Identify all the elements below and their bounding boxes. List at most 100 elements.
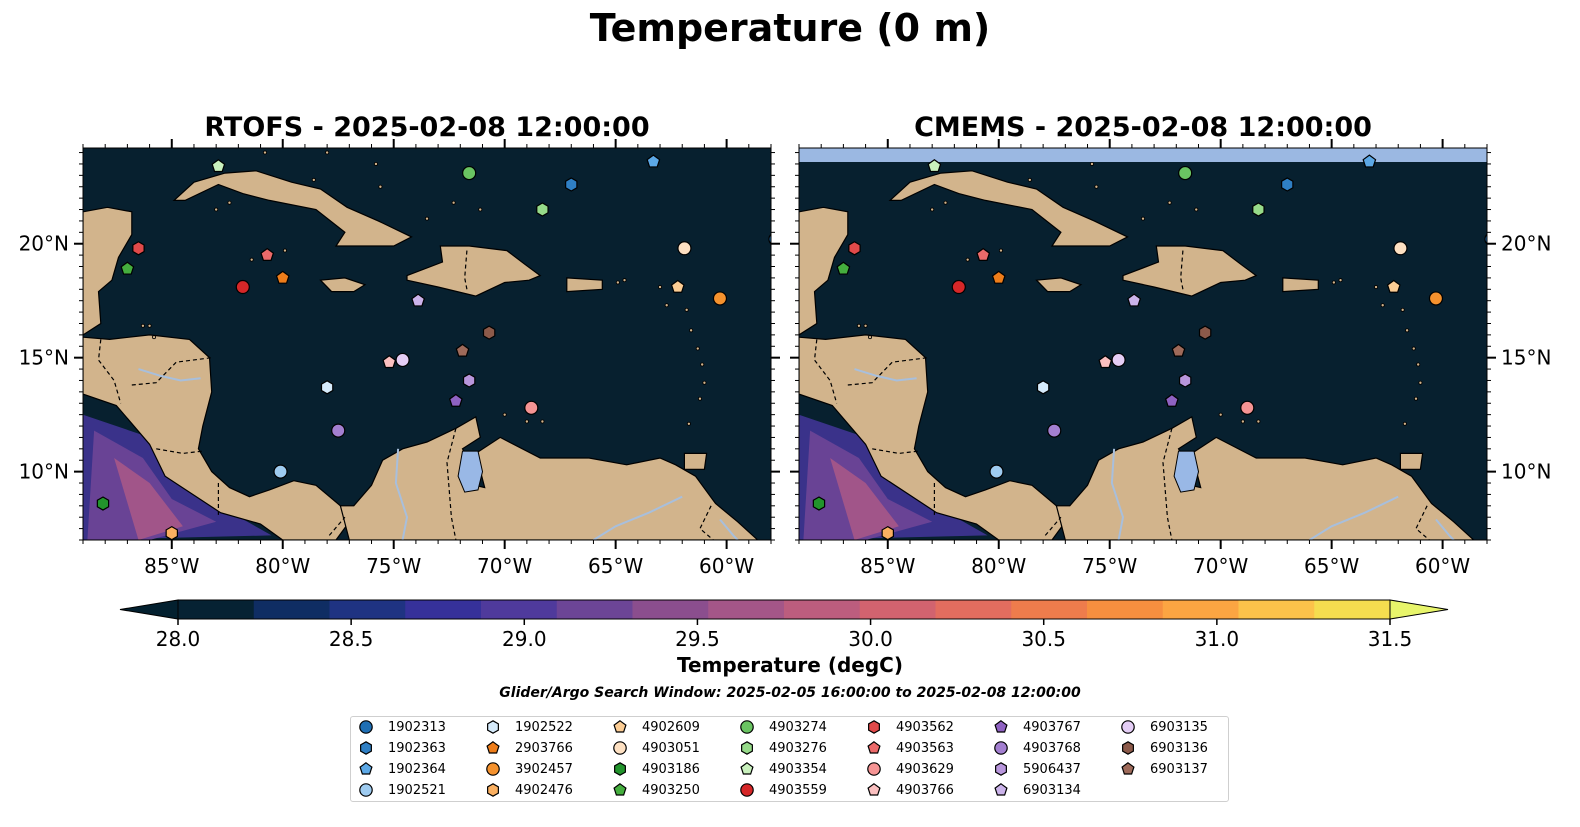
- legend-label: 4903767: [1023, 719, 1081, 735]
- legend-label: 1902521: [388, 782, 446, 798]
- legend-label: 1902522: [515, 719, 573, 735]
- float-marker-3902457: [1428, 291, 1444, 306]
- float-marker-4903563: [976, 247, 991, 261]
- float-marker-4903766: [1098, 354, 1113, 369]
- float-marker-6903136: [482, 325, 496, 340]
- legend-item: 4903629: [865, 759, 954, 779]
- island: [1402, 421, 1407, 426]
- hexagon-marker-icon: [614, 762, 626, 776]
- island: [540, 419, 545, 424]
- float-marker-4903767: [448, 393, 463, 407]
- river: [592, 495, 683, 540]
- float-marker-4902476: [165, 525, 178, 540]
- land-puertoRico: [1282, 277, 1319, 293]
- circle-marker-icon: [867, 762, 881, 776]
- colorbar-label: Temperature (degC): [677, 653, 903, 677]
- colorbar-tick-label: 30.5: [1021, 627, 1066, 651]
- pentagon-marker-icon: [994, 783, 1008, 796]
- island: [373, 161, 378, 166]
- legend-label: 4903766: [896, 782, 954, 798]
- float-marker-1902363: [565, 177, 578, 192]
- island: [152, 335, 157, 340]
- circle-marker-icon: [613, 741, 627, 755]
- float-marker-4902476: [881, 525, 895, 540]
- island: [930, 207, 935, 212]
- legend-item: 4903051: [611, 738, 700, 758]
- float-marker-4903767: [1164, 393, 1179, 407]
- circle-marker-icon: [740, 720, 754, 734]
- colorbar-bin: [329, 600, 406, 619]
- hexagon-marker-icon: [995, 762, 1007, 776]
- circle-marker-icon: [740, 783, 754, 797]
- legend-item: 6903134: [992, 780, 1081, 800]
- island: [451, 200, 456, 205]
- x-tick-label: 80°W: [255, 554, 310, 578]
- land-trinidad: [683, 452, 708, 470]
- island: [664, 303, 669, 308]
- float-marker-4903629: [1240, 400, 1255, 415]
- island: [1380, 303, 1385, 308]
- island: [1331, 280, 1336, 285]
- colorbar-tick-label: 31.0: [1195, 627, 1240, 651]
- pentagon-marker-icon: [1121, 762, 1135, 775]
- country-border: [97, 339, 122, 404]
- legend-item: 4903766: [865, 780, 954, 800]
- legend-item: 4903562: [865, 717, 954, 737]
- island: [1218, 412, 1223, 417]
- float-marker-6903136: [1198, 325, 1212, 340]
- legend-item: 1902313: [357, 717, 446, 737]
- island: [998, 248, 1003, 253]
- island: [1027, 177, 1032, 182]
- island: [1256, 419, 1261, 424]
- float-marker-4903186: [812, 496, 826, 511]
- legend-item: 4903276: [738, 738, 827, 758]
- float-marker-4903276: [1252, 202, 1265, 217]
- island: [615, 280, 620, 285]
- island: [214, 207, 219, 212]
- no-data-band: [799, 148, 1487, 162]
- country-border: [872, 448, 919, 455]
- colorbar-tick-label: 31.5: [1368, 627, 1413, 651]
- legend-item: 6903137: [1119, 759, 1208, 779]
- legend-label: 6903135: [1150, 719, 1208, 735]
- legend-item: 2903766: [484, 738, 573, 758]
- colorbar-under-extend: [119, 599, 179, 620]
- legend-item: 4903559: [738, 780, 827, 800]
- island: [702, 380, 707, 385]
- colorbar-bin: [1314, 600, 1391, 619]
- colorbar-bin: [556, 600, 633, 619]
- float-marker-1902313: [768, 233, 771, 245]
- y-tick-label: 20°N: [1501, 232, 1551, 256]
- legend-item: 4903274: [738, 717, 827, 737]
- island: [249, 257, 254, 262]
- float-marker-6903134: [1127, 293, 1142, 307]
- country-border: [1044, 516, 1062, 536]
- legend-item: 4902476: [484, 780, 573, 800]
- float-marker-4903274: [462, 165, 477, 181]
- legend-item: 6903136: [1119, 738, 1208, 758]
- island: [147, 323, 152, 328]
- colorbar-bin: [935, 600, 1012, 619]
- colorbar-bin: [1162, 600, 1239, 619]
- float-marker-4903354: [211, 158, 226, 173]
- hexagon-marker-icon: [741, 741, 753, 755]
- river: [1308, 495, 1399, 540]
- float-marker-1902364: [646, 154, 661, 168]
- x-tick-label: 60°W: [699, 554, 754, 578]
- pentagon-marker-icon: [994, 720, 1008, 733]
- circle-marker-icon: [994, 741, 1008, 755]
- hexagon-marker-icon: [487, 783, 499, 797]
- island: [282, 248, 287, 253]
- island: [863, 323, 868, 328]
- island: [1418, 380, 1423, 385]
- float-marker-1902313: [1484, 233, 1487, 245]
- island: [1338, 278, 1343, 283]
- legend-label: 4903768: [1023, 740, 1081, 756]
- y-tick-label: 15°N: [1501, 346, 1551, 370]
- float-marker-4903768: [331, 423, 346, 438]
- legend-label: 4903250: [642, 782, 700, 798]
- float-marker-4903563: [260, 247, 275, 261]
- island: [965, 257, 970, 262]
- warm-water-patch: [87, 430, 217, 540]
- legend-item: 3902457: [484, 759, 573, 779]
